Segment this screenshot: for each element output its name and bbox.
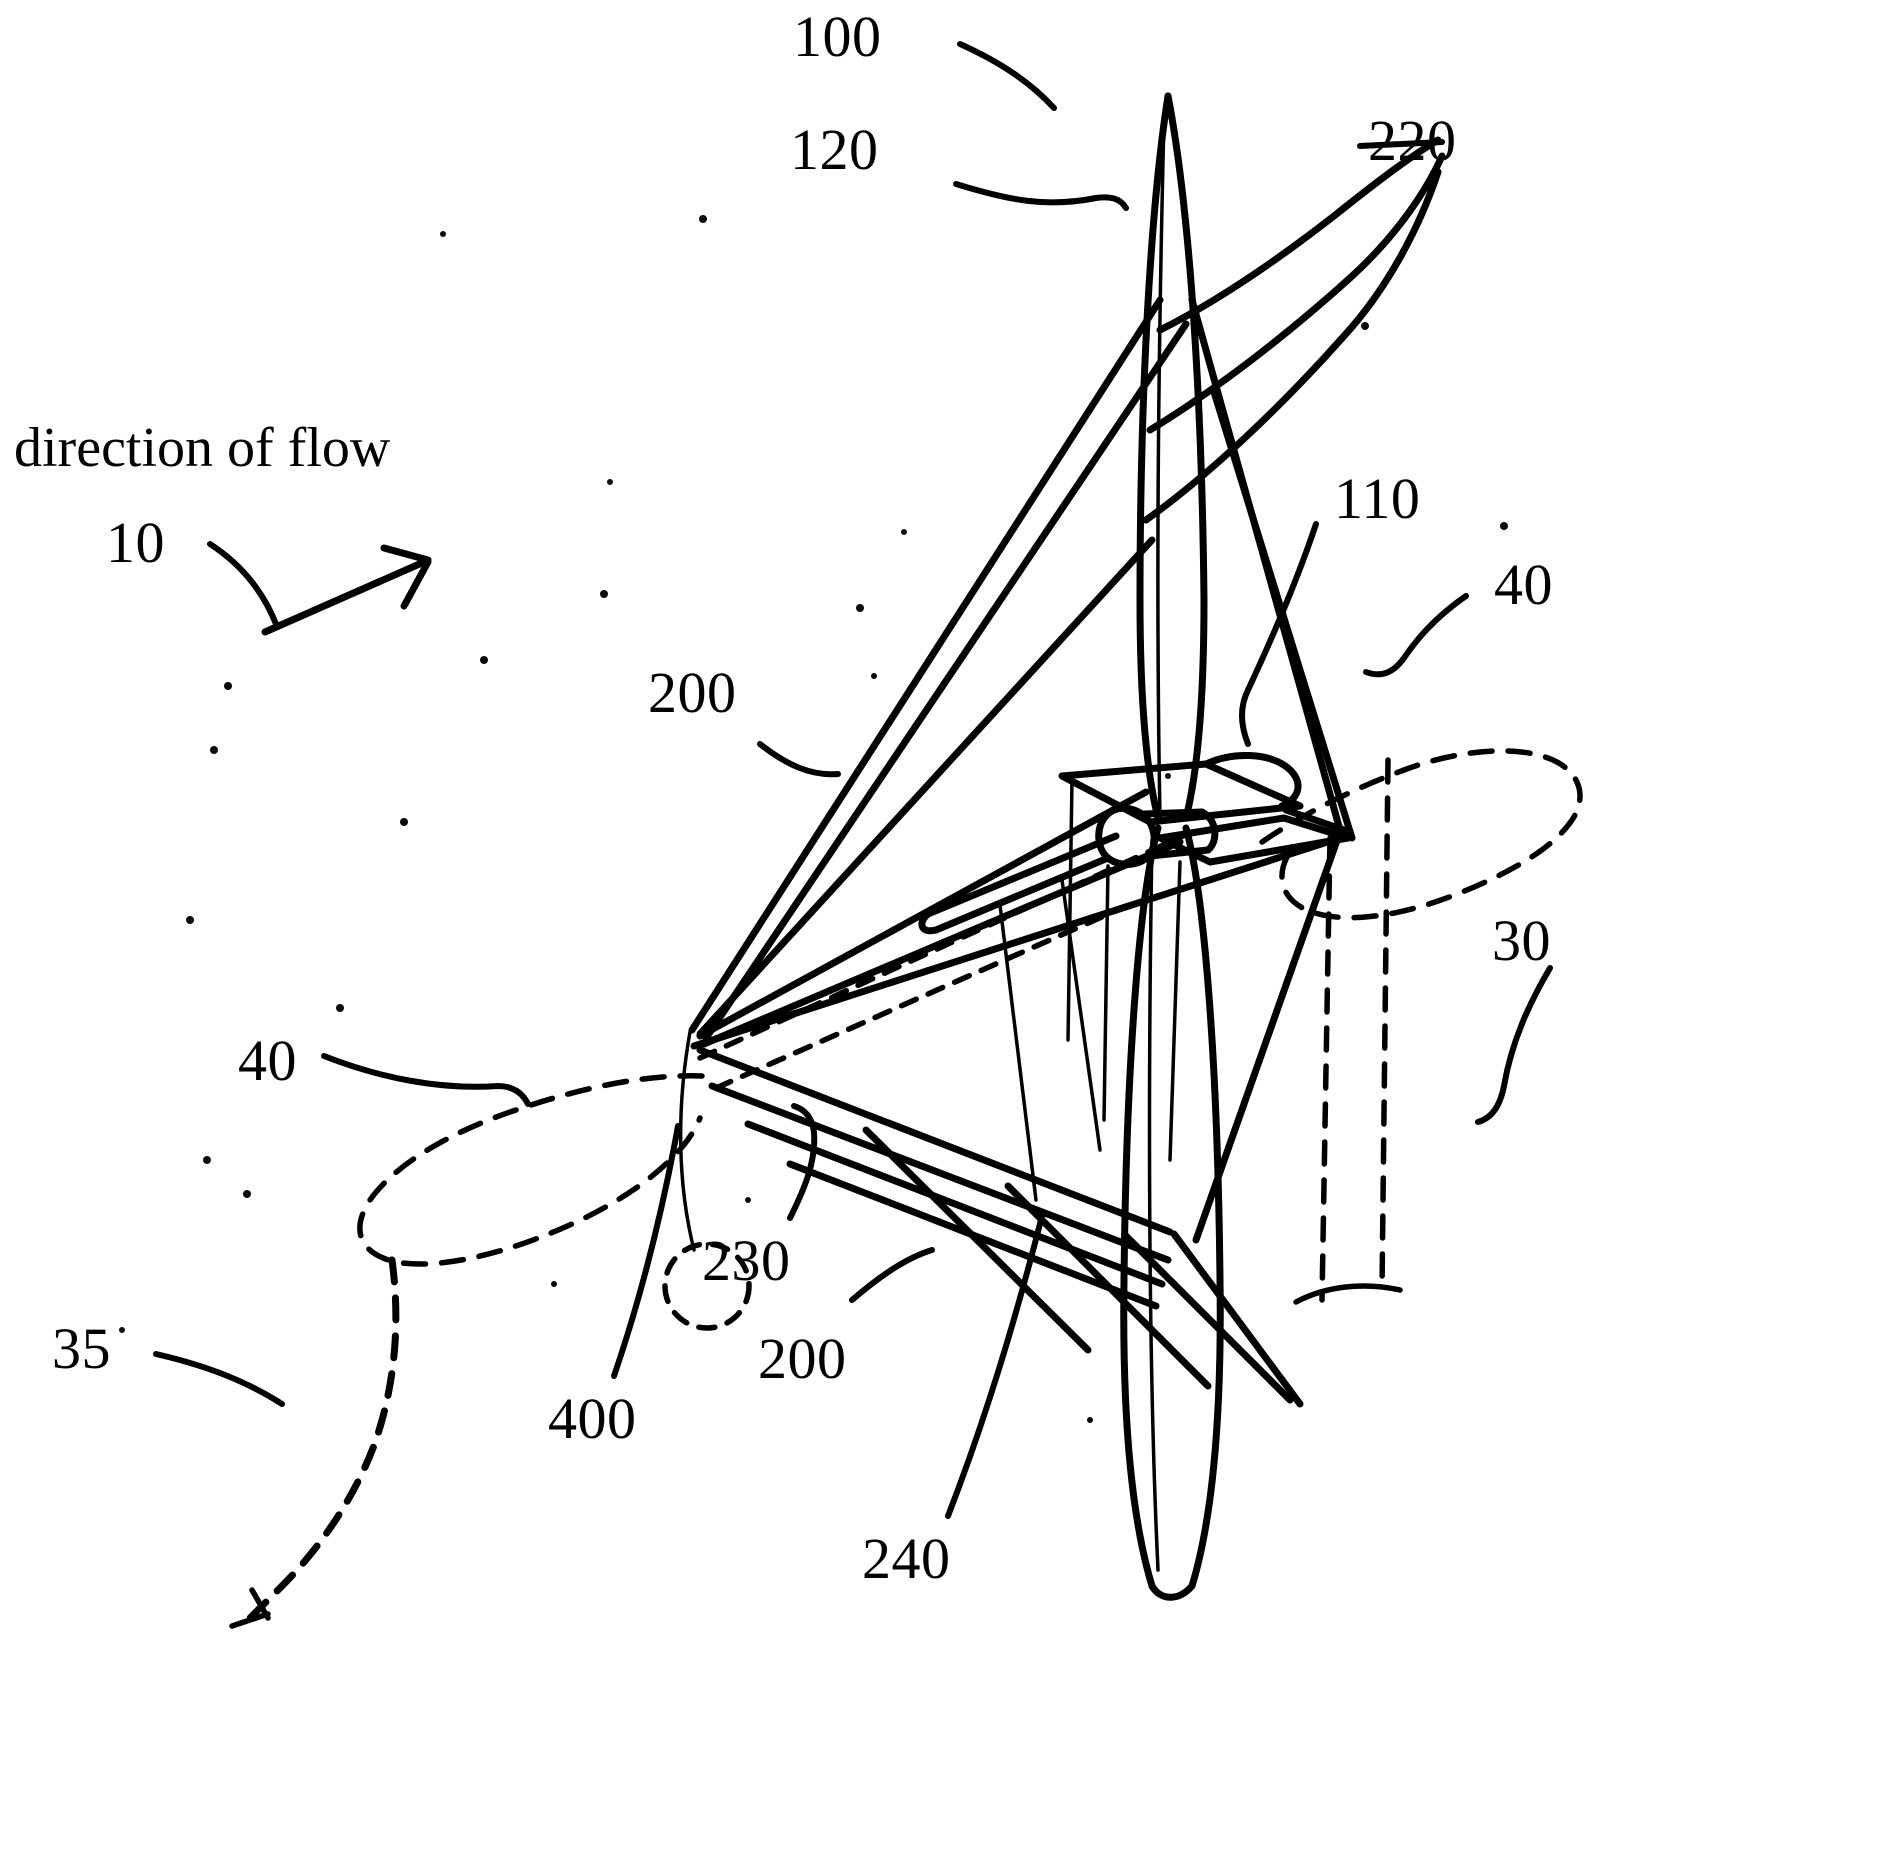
ref-numeral-220: 220 [1368,112,1457,170]
patent-figure: direction of flow 100 120 220 110 40 10 … [0,0,1879,1849]
flow-arrow [265,548,428,632]
ref-numeral-400: 400 [548,1390,637,1448]
dashed-tether-35 [232,1260,396,1628]
ref-numeral-200-upper: 200 [648,664,737,722]
dashed-loop-40-right [1262,751,1580,918]
ref-numeral-30: 30 [1492,912,1551,970]
ref-numeral-40-right: 40 [1494,556,1553,614]
direction-of-flow-caption: direction of flow [14,420,390,476]
ref-numeral-120: 120 [790,121,879,179]
ref-numeral-100: 100 [793,8,882,66]
ref-numeral-230: 230 [702,1232,791,1290]
ref-numeral-240: 240 [862,1530,951,1588]
cables-220 [1146,140,1442,520]
ref-numeral-40-left: 40 [238,1032,297,1090]
ref-numeral-200-lower: 200 [758,1330,847,1388]
ref-numeral-35: 35 [52,1320,111,1378]
ref-numeral-10: 10 [106,514,165,572]
ref-numeral-110: 110 [1334,470,1420,528]
